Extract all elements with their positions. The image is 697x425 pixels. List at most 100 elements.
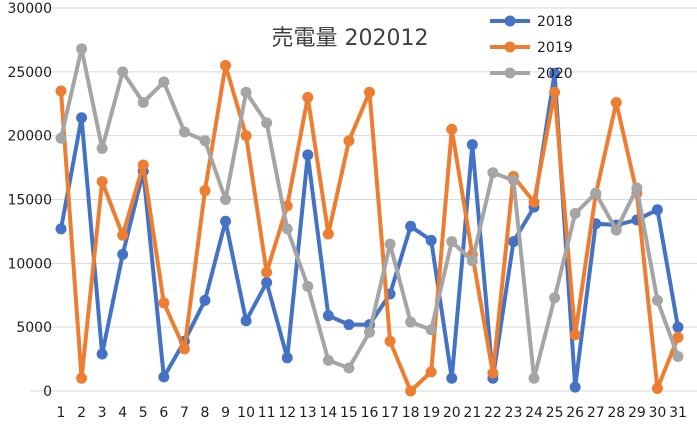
x-tick-label: 24 xyxy=(525,405,543,421)
data-point xyxy=(261,266,273,278)
series-2020 xyxy=(55,43,684,384)
x-tick-label: 23 xyxy=(505,405,523,421)
data-point xyxy=(528,372,540,384)
x-tick-label: 25 xyxy=(546,405,564,421)
legend-swatch-marker xyxy=(504,41,516,53)
data-point xyxy=(569,381,581,393)
x-tick-label: 28 xyxy=(607,405,625,421)
x-axis-ticks: 1 2 3 4 5 6 7 8 9 10 11 12 13 14 15 16 17 18 19 20 21 22 23 24 2… xyxy=(57,405,687,421)
chart-title: 売電量 202012 xyxy=(272,26,429,51)
y-tick-label: 10000 xyxy=(7,256,52,272)
data-point xyxy=(446,236,458,248)
x-tick-label: 17 xyxy=(381,405,399,421)
data-point xyxy=(158,297,170,309)
data-point xyxy=(631,182,643,194)
x-tick-label: 26 xyxy=(566,405,584,421)
data-point xyxy=(96,176,108,188)
x-tick-label: 9 xyxy=(221,405,230,421)
data-point xyxy=(322,310,334,322)
data-point xyxy=(240,130,252,142)
data-point xyxy=(446,372,458,384)
data-point xyxy=(405,385,417,397)
legend-item-2018: 2018 xyxy=(490,14,573,30)
x-tick-label: 30 xyxy=(649,405,667,421)
data-point xyxy=(549,292,561,304)
data-point xyxy=(117,248,129,260)
x-tick-label: 20 xyxy=(443,405,461,421)
data-point xyxy=(76,43,88,55)
data-point xyxy=(651,294,663,306)
data-point xyxy=(384,238,396,250)
x-tick-label: 31 xyxy=(669,405,687,421)
data-point xyxy=(220,59,232,71)
data-point xyxy=(178,343,190,355)
x-tick-label: 7 xyxy=(180,405,189,421)
x-tick-label: 2 xyxy=(77,405,86,421)
data-point xyxy=(364,326,375,338)
legend: 2018 2019 2020 xyxy=(490,14,573,82)
gridlines xyxy=(30,7,697,392)
data-point xyxy=(55,85,67,97)
data-point xyxy=(466,255,478,267)
data-point xyxy=(569,208,581,220)
data-point xyxy=(281,352,293,364)
x-tick-label: 19 xyxy=(422,405,440,421)
x-tick-label: 15 xyxy=(340,405,358,421)
legend-swatch-marker xyxy=(504,15,516,27)
data-point xyxy=(220,215,232,227)
data-point xyxy=(199,294,211,306)
data-point xyxy=(610,96,622,108)
data-point xyxy=(281,223,293,235)
data-point xyxy=(178,126,190,138)
data-point xyxy=(137,96,149,108)
x-tick-label: 12 xyxy=(278,405,296,421)
data-point xyxy=(487,367,499,379)
y-tick-label: 25000 xyxy=(7,65,52,81)
x-tick-label: 21 xyxy=(463,405,481,421)
legend-item-2019: 2019 xyxy=(490,40,573,56)
x-tick-label: 18 xyxy=(402,405,420,421)
x-tick-label: 3 xyxy=(98,405,107,421)
x-tick-label: 5 xyxy=(139,405,148,421)
legend-label: 2018 xyxy=(537,14,573,30)
data-point xyxy=(569,329,581,341)
data-point xyxy=(405,316,417,328)
data-point xyxy=(610,224,622,236)
x-tick-label: 8 xyxy=(201,405,210,421)
data-point xyxy=(549,86,561,98)
data-point xyxy=(672,321,684,333)
data-point xyxy=(507,174,519,186)
legend-item-2020: 2020 xyxy=(490,66,573,82)
data-point xyxy=(466,139,478,151)
x-tick-label: 6 xyxy=(159,405,168,421)
x-tick-label: 27 xyxy=(587,405,605,421)
data-point xyxy=(322,354,334,366)
x-tick-label: 10 xyxy=(237,405,255,421)
data-point xyxy=(364,86,375,98)
data-point xyxy=(672,331,684,343)
data-point xyxy=(425,366,437,378)
data-point xyxy=(322,228,334,240)
data-point xyxy=(651,382,663,394)
data-point xyxy=(240,86,252,98)
data-point xyxy=(425,234,437,246)
data-point xyxy=(487,167,499,179)
x-tick-label: 14 xyxy=(319,405,337,421)
y-tick-label: 0 xyxy=(43,384,52,400)
data-point xyxy=(158,371,170,383)
data-point xyxy=(528,196,540,208)
data-point xyxy=(96,142,108,154)
data-point xyxy=(384,335,396,347)
data-point xyxy=(137,159,149,171)
data-point xyxy=(405,220,417,232)
legend-label: 2019 xyxy=(537,40,573,56)
data-point xyxy=(651,204,663,216)
y-tick-label: 20000 xyxy=(7,129,52,145)
data-point xyxy=(302,280,314,292)
data-point xyxy=(302,91,314,103)
data-point xyxy=(240,315,252,327)
data-point xyxy=(55,132,67,144)
x-tick-label: 13 xyxy=(299,405,317,421)
data-point xyxy=(343,135,355,147)
